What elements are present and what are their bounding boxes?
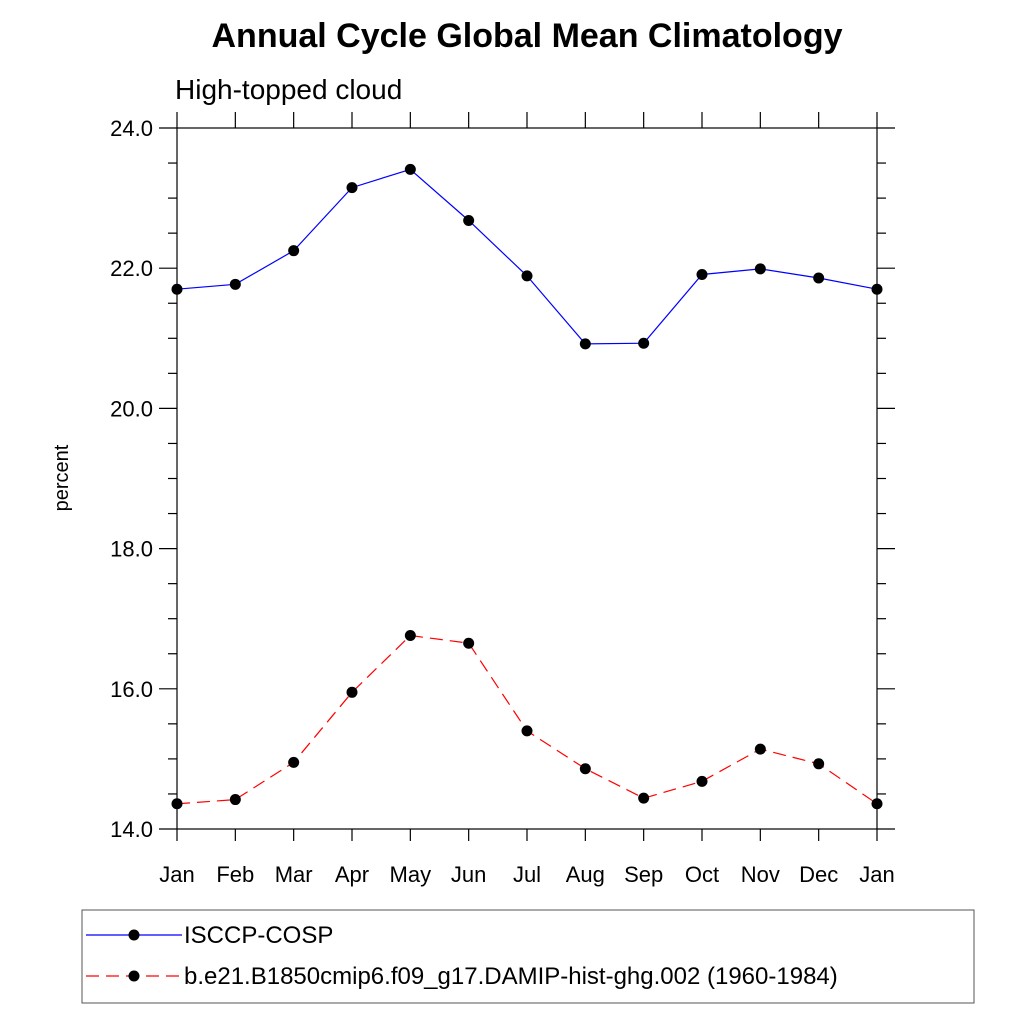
- data-point-series-1: [638, 792, 650, 804]
- data-point-series-0: [871, 283, 883, 295]
- series-line-0: [176, 168, 878, 345]
- x-tick-label: Oct: [685, 862, 719, 887]
- series-markers: [171, 163, 883, 810]
- data-point-series-1: [521, 725, 533, 737]
- x-tick-labels: Jan Feb Mar Apr May Jun Jul Aug Sep Oct Nov Dec Jan: [159, 862, 894, 887]
- data-point-series-1: [229, 794, 241, 806]
- x-tick-label: Apr: [335, 862, 369, 887]
- data-point-series-1: [346, 686, 358, 698]
- x-tick-label: May: [390, 862, 432, 887]
- data-point-series-0: [521, 270, 533, 282]
- x-tick-label: Aug: [566, 862, 605, 887]
- y-tick-label: 16.0: [110, 677, 153, 702]
- data-point-series-0: [463, 215, 475, 227]
- y-axis-label: percent: [51, 444, 73, 511]
- y-tick-label: 14.0: [110, 817, 153, 842]
- legend-marker-isccp: [128, 929, 140, 941]
- x-tick-label: Dec: [799, 862, 838, 887]
- x-tick-label: Nov: [741, 862, 780, 887]
- series-lines: [176, 168, 878, 805]
- x-tick-label: Jul: [513, 862, 541, 887]
- legend-entry-isccp: ISCCP-COSP: [86, 922, 333, 949]
- data-point-series-0: [696, 269, 708, 281]
- y-tick-label: 18.0: [110, 537, 153, 562]
- x-tick-label: Jan: [859, 862, 894, 887]
- series-line-1: [176, 634, 878, 805]
- legend-box: [81, 909, 975, 1004]
- data-point-series-0: [813, 272, 825, 284]
- chart-title: Annual Cycle Global Mean Climatology: [212, 17, 843, 55]
- data-point-series-1: [696, 775, 708, 787]
- x-tick-label: Feb: [216, 862, 254, 887]
- data-point-series-1: [754, 743, 766, 755]
- y-tick-label: 24.0: [110, 116, 153, 141]
- y-tick-labels: 14.0 16.0 18.0 20.0 22.0 24.0: [110, 116, 153, 842]
- legend-marker-model: [128, 970, 140, 982]
- legend-entry-model: b.e21.B1850cmip6.f09_g17.DAMIP-hist-ghg.…: [86, 963, 838, 990]
- data-point-series-1: [871, 798, 883, 810]
- data-point-series-0: [404, 163, 416, 175]
- data-point-series-1: [171, 798, 183, 810]
- x-tick-label: Mar: [275, 862, 313, 887]
- data-point-series-1: [288, 756, 300, 768]
- data-point-series-0: [638, 337, 650, 349]
- data-point-series-0: [229, 278, 241, 290]
- data-point-series-0: [754, 263, 766, 275]
- x-tick-label: Jan: [159, 862, 194, 887]
- plot-frame: [176, 127, 878, 830]
- axis-ticks: [159, 112, 895, 841]
- legend-label-model: b.e21.B1850cmip6.f09_g17.DAMIP-hist-ghg.…: [184, 963, 838, 990]
- data-point-series-0: [288, 245, 300, 257]
- data-point-series-1: [463, 637, 475, 649]
- y-tick-label: 22.0: [110, 256, 153, 281]
- data-point-series-0: [346, 182, 358, 194]
- data-point-series-0: [579, 338, 591, 350]
- chart-subtitle: High-topped cloud: [175, 74, 402, 105]
- y-tick-label: 20.0: [110, 396, 153, 421]
- data-point-series-0: [171, 283, 183, 295]
- legend-label-isccp: ISCCP-COSP: [184, 922, 333, 949]
- data-point-series-1: [813, 758, 825, 770]
- x-tick-label: Sep: [624, 862, 663, 887]
- data-point-series-1: [579, 763, 591, 775]
- x-tick-label: Jun: [451, 862, 486, 887]
- data-point-series-1: [404, 630, 416, 642]
